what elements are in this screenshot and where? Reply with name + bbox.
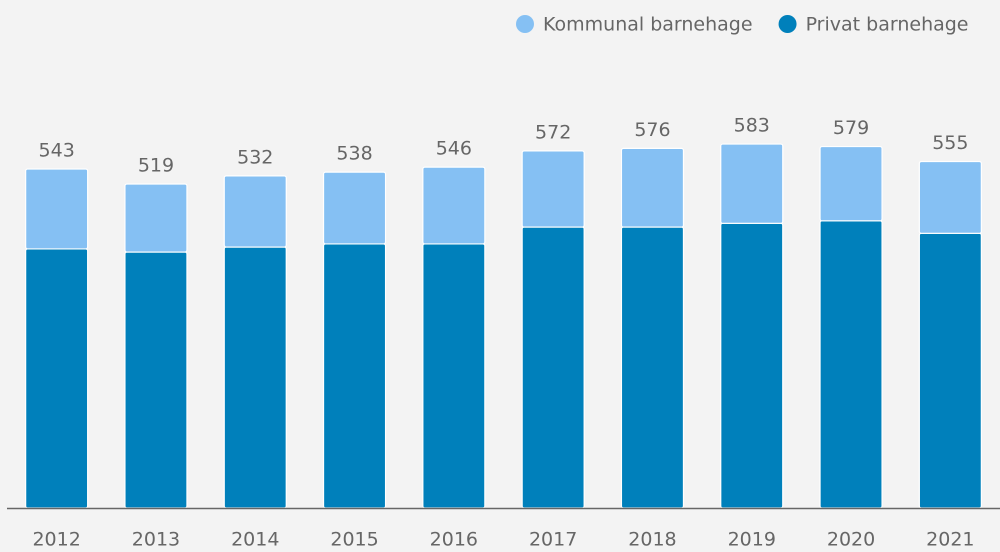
bar-segment <box>819 220 883 509</box>
bar-segment <box>124 251 188 509</box>
x-tick-label: 2012 <box>32 529 80 551</box>
bar-segment <box>720 222 784 509</box>
total-label: 538 <box>336 143 372 165</box>
legend-label: Privat barnehage <box>806 14 969 36</box>
bar-segment <box>223 246 287 509</box>
legend-marker <box>778 15 797 33</box>
total-label: 576 <box>634 119 670 141</box>
bar-segment <box>720 143 784 224</box>
total-label: 579 <box>833 117 869 139</box>
total-label: 519 <box>138 154 174 176</box>
bar-segment <box>521 226 585 509</box>
bar-segment <box>521 150 585 228</box>
x-tick-label: 2021 <box>926 529 974 551</box>
bar-segment <box>422 166 486 245</box>
bar-segment <box>620 226 685 509</box>
total-label: 546 <box>436 138 472 160</box>
bar-segment <box>25 248 89 509</box>
x-tick-label: 2016 <box>430 529 478 551</box>
legend-label: Kommunal barnehage <box>543 14 753 36</box>
bar-segment <box>819 145 883 222</box>
bar-segment <box>918 232 982 509</box>
x-tick-label: 2013 <box>132 529 180 551</box>
total-label: 532 <box>237 146 273 168</box>
total-label: 572 <box>535 121 571 143</box>
bar-segment <box>25 168 89 250</box>
x-tick-label: 2017 <box>529 529 577 551</box>
total-label: 555 <box>932 132 968 154</box>
bar-segment <box>918 160 982 234</box>
bar-segment <box>422 243 486 509</box>
bar-segment <box>322 243 387 509</box>
bar-segment <box>620 147 685 228</box>
bar-segment <box>223 175 287 248</box>
bar-segment <box>124 183 188 253</box>
total-label: 583 <box>734 115 770 137</box>
x-tick-label: 2014 <box>231 529 279 551</box>
x-tick-label: 2015 <box>330 529 378 551</box>
legend-marker <box>516 15 534 33</box>
bar-segment <box>322 171 387 245</box>
x-tick-label: 2019 <box>728 529 776 551</box>
x-tick-label: 2018 <box>628 529 676 551</box>
total-label: 543 <box>39 140 75 162</box>
x-tick-label: 2020 <box>827 529 875 551</box>
